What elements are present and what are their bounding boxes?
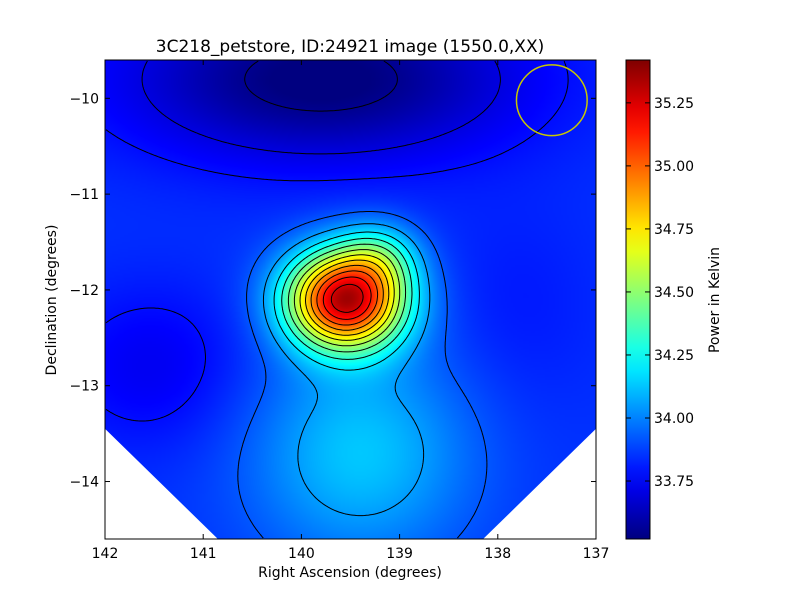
x-tick-label: 140 <box>288 546 315 562</box>
beam-circle <box>515 64 588 137</box>
contour-level-4 <box>262 223 431 517</box>
y-axis-title: Declination (degrees) <box>44 225 60 376</box>
colorbar-tick-label: 35.00 <box>654 159 694 175</box>
contour-level-12 <box>316 270 379 326</box>
colorbar-tick-label: 34.25 <box>654 348 694 364</box>
contour-level-9 <box>299 254 395 341</box>
colorbar-tick-label: 35.25 <box>654 96 694 112</box>
x-tick-label: 138 <box>484 546 511 562</box>
contour-level-6 <box>281 237 413 360</box>
contour-lines <box>105 60 569 539</box>
x-axis: 142 141 140 139 138 137 <box>92 60 610 562</box>
contour-level-8 <box>293 249 401 347</box>
contour-level-1 <box>141 60 501 155</box>
colorbar-fill <box>626 60 650 539</box>
contour-level-13 <box>322 276 372 320</box>
heatmap-plot-area <box>105 60 596 539</box>
contour-level-3 <box>237 211 488 539</box>
mask-corners <box>105 60 596 539</box>
x-tick-label: 137 <box>583 546 610 562</box>
colorbar-frame <box>625 59 651 540</box>
colorbar-tick-label: 33.75 <box>654 474 694 490</box>
colorbar: 33.75 34.00 34.25 34.50 34.75 35.00 35.25 <box>625 59 694 540</box>
x-axis-title: Right Ascension (degrees) <box>258 565 442 581</box>
colorbar-ticks: 33.75 34.00 34.25 34.50 34.75 35.00 35.25 <box>626 96 694 490</box>
y-axis: −10 −11 −12 −13 −14 <box>69 91 596 491</box>
colorbar-tick-label: 34.75 <box>654 222 694 238</box>
contour-level-5 <box>273 231 420 371</box>
y-tick-label: −12 <box>69 283 99 299</box>
colorbar-tick-label: 34.50 <box>654 285 694 301</box>
contour-level-11 <box>310 264 384 331</box>
y-tick-label: −14 <box>69 475 99 491</box>
y-tick-label: −11 <box>69 187 99 203</box>
contour-level-0 <box>244 60 398 112</box>
chart-title: 3C218_petstore, ID:24921 image (1550.0,X… <box>156 37 544 57</box>
contour-level-10 <box>305 259 390 336</box>
x-tick-label: 142 <box>92 546 119 562</box>
heatmap-image <box>105 60 596 539</box>
contour-level-14 <box>330 283 364 313</box>
colorbar-title: Power in Kelvin <box>707 247 723 353</box>
y-tick-label: −13 <box>69 379 99 395</box>
y-tick-label: −10 <box>69 91 99 107</box>
colorbar-tick-label: 34.00 <box>654 411 694 427</box>
x-tick-label: 141 <box>190 546 217 562</box>
contour-level-7 <box>287 243 407 353</box>
plot-frame <box>104 59 597 540</box>
contour-level-2 <box>105 60 569 422</box>
x-tick-label: 139 <box>386 546 413 562</box>
